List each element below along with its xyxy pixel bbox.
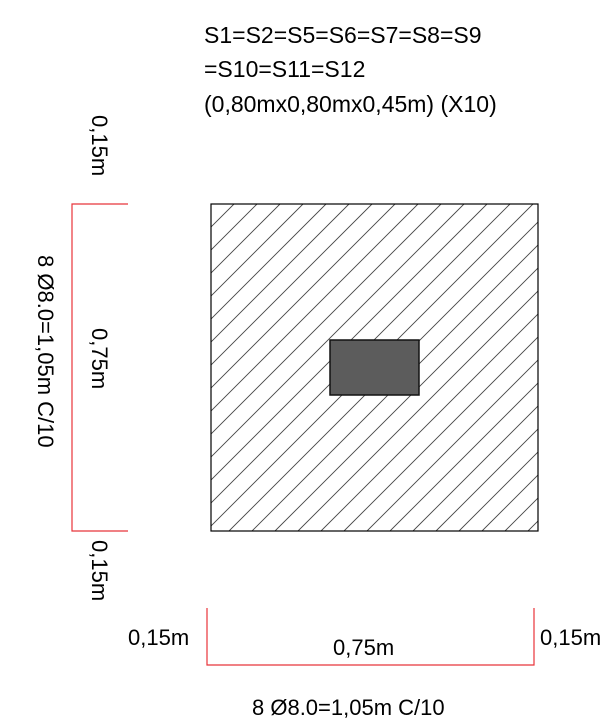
footing-outline <box>210 203 539 532</box>
hatch-line <box>343 336 538 531</box>
left-rebar-label: 8 Ø8.0=1,05m C/10 <box>33 255 58 448</box>
title-line-2: =S10=S11=S12 <box>204 56 365 82</box>
hatch-line <box>211 204 396 389</box>
hatch-line <box>366 359 538 531</box>
hatch-line <box>211 204 419 412</box>
column-section <box>329 339 420 396</box>
hatch-line <box>211 204 281 274</box>
hatch-line <box>551 204 612 531</box>
hatch-line <box>211 204 327 320</box>
left-bottom-cover-label: 0,15m <box>87 540 112 601</box>
title-line-3: (0,80mx0,80mx0,45m) (X10) <box>204 91 497 117</box>
hatch-line <box>412 405 538 531</box>
left-middle-label: 0,75m <box>87 328 112 389</box>
hatch-line <box>211 204 373 366</box>
hatch-line <box>597 204 612 531</box>
hatch-line <box>211 204 304 297</box>
bottom-middle-label: 0,75m <box>333 635 394 660</box>
hatch-line <box>574 204 612 531</box>
hatch-line <box>274 267 538 531</box>
title-line-1: S1=S2=S5=S6=S7=S8=S9 <box>204 22 482 48</box>
hatch-line <box>211 204 442 435</box>
hatch-line <box>435 428 538 531</box>
bottom-dimension-line <box>206 608 535 666</box>
hatch-line <box>527 520 538 531</box>
hatch-line <box>389 382 538 531</box>
hatch-line <box>211 204 465 458</box>
footing-hatch <box>211 204 612 531</box>
hatch-line <box>504 497 538 531</box>
bottom-rebar-label: 8 Ø8.0=1,05m C/10 <box>252 695 445 720</box>
left-dimension-line <box>71 203 128 532</box>
hatch-line <box>481 474 538 531</box>
hatch-line <box>211 204 350 343</box>
hatch-line <box>320 313 538 531</box>
left-top-cover-label: 0,15m <box>87 115 112 176</box>
hatch-line <box>297 290 538 531</box>
bottom-right-cover-label: 0,15m <box>540 625 601 650</box>
hatch-line <box>211 204 488 481</box>
hatch-line <box>458 451 538 531</box>
bottom-left-cover-label: 0,15m <box>128 625 189 650</box>
